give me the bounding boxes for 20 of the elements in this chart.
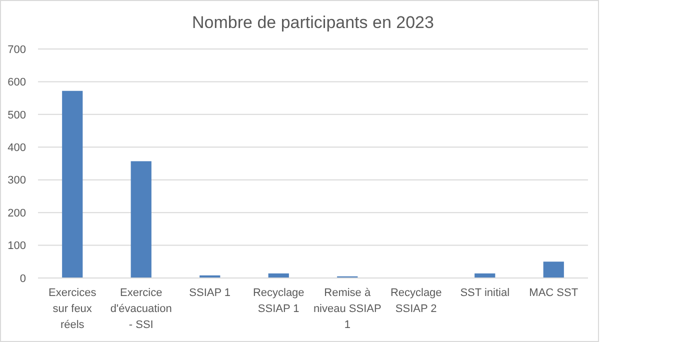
x-tick-label: MAC SST — [529, 287, 578, 299]
chart-title: Nombre de participants en 2023 — [192, 13, 434, 32]
bar — [543, 262, 564, 278]
y-tick-label: 300 — [8, 174, 26, 187]
y-tick-label: 700 — [8, 44, 26, 56]
y-tick-label: 200 — [8, 207, 26, 220]
y-tick-label: 400 — [8, 142, 26, 154]
x-tick-label: SST initial — [460, 287, 510, 299]
x-tick-label: Exercice d'évacuation - SSI — [110, 287, 172, 331]
x-tick-label: Exercices sur feux réels — [48, 287, 97, 331]
y-tick-label: 100 — [8, 240, 26, 252]
x-tick-label: SSIAP 1 — [189, 287, 231, 299]
bar — [130, 161, 152, 278]
x-tick-label: Recyclage SSIAP 1 — [252, 287, 304, 315]
y-tick-label: 0 — [20, 272, 26, 285]
y-tick-label: 500 — [8, 109, 26, 122]
x-tick-label: Recyclage SSIAP 2 — [390, 287, 442, 315]
y-tick-label: 600 — [8, 76, 26, 89]
bar — [62, 90, 83, 278]
x-tick-label: Remise à niveau SSIAP 1 — [313, 287, 382, 331]
